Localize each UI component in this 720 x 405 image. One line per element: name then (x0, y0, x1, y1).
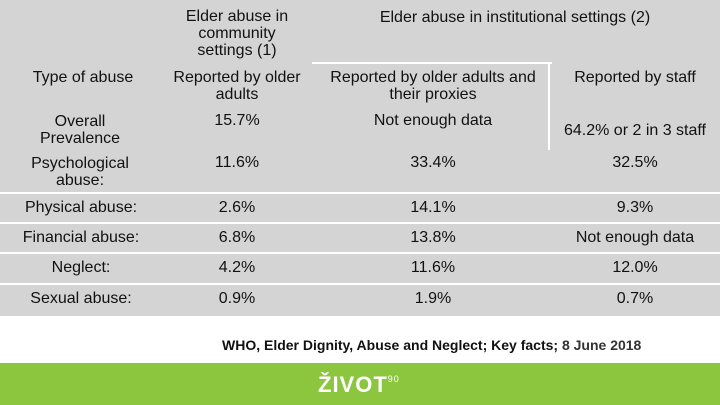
header-reported-by-older-adults-and-proxies: Reported by older adults and their proxi… (330, 69, 536, 103)
table-divider (0, 283, 720, 285)
cell-institutional-staff: 12.0% (612, 258, 658, 276)
header-community-reported-by-older-adults: Reported by older adults (173, 69, 301, 103)
cell-institutional-staff: 64.2% or 2 in 3 staff (563, 121, 706, 139)
cell-community: 2.6% (218, 198, 256, 216)
cell-community: 4.2% (218, 258, 256, 276)
cell-institutional-proxies: 33.4% (410, 153, 456, 171)
cell-community: 6.8% (218, 228, 256, 246)
header-type-of-abuse: Type of abuse (32, 68, 134, 86)
cell-institutional-proxies: 1.9% (414, 289, 452, 307)
cell-institutional-proxies: 13.8% (410, 228, 456, 246)
footer-bar (0, 363, 720, 405)
row-label-overall-prevalence: Overall Prevalence (39, 113, 121, 147)
table-divider (312, 62, 552, 64)
row-label-physical-abuse: Physical abuse: (24, 198, 138, 216)
header-reported-by-staff: Reported by staff (574, 68, 696, 86)
logo-text: ŽIVOT (318, 372, 388, 397)
row-label-neglect: Neglect: (51, 258, 111, 276)
cell-institutional-staff: 9.3% (616, 198, 654, 216)
abuse-prevalence-table: Type of abuse Elder abuse in community s… (0, 0, 720, 316)
cell-institutional-staff: 0.7% (616, 289, 654, 307)
cell-institutional-proxies: 14.1% (410, 198, 456, 216)
header-community-settings: Elder abuse in community settings (1) (185, 7, 289, 59)
table-divider (0, 252, 720, 254)
zivot-logo: ŽIVOT90 (318, 372, 400, 398)
cell-community: 0.9% (218, 289, 256, 307)
cell-institutional-proxies: 11.6% (410, 258, 456, 276)
table-divider (0, 222, 720, 224)
cell-institutional-staff: Not enough data (575, 228, 695, 246)
table-divider (0, 192, 720, 194)
logo-superscript: 90 (387, 374, 400, 384)
cell-institutional-staff: 32.5% (612, 153, 658, 171)
row-label-sexual-abuse: Sexual abuse: (30, 289, 132, 307)
cell-community: 15.7% (214, 111, 260, 129)
header-institutional-settings: Elder abuse in institutional settings (2… (379, 8, 651, 26)
table-divider (548, 64, 550, 150)
source-citation: WHO, Elder Dignity, Abuse and Neglect; K… (222, 337, 702, 353)
cell-institutional-proxies: Not enough data (373, 111, 493, 129)
source-date: 8 June 2018 (561, 337, 642, 353)
row-label-financial-abuse: Financial abuse: (22, 228, 140, 246)
source-text: WHO, Elder Dignity, Abuse and Neglect; K… (222, 337, 559, 353)
cell-community: 11.6% (214, 153, 260, 171)
row-label-psychological-abuse: Psychological abuse: (31, 155, 129, 189)
